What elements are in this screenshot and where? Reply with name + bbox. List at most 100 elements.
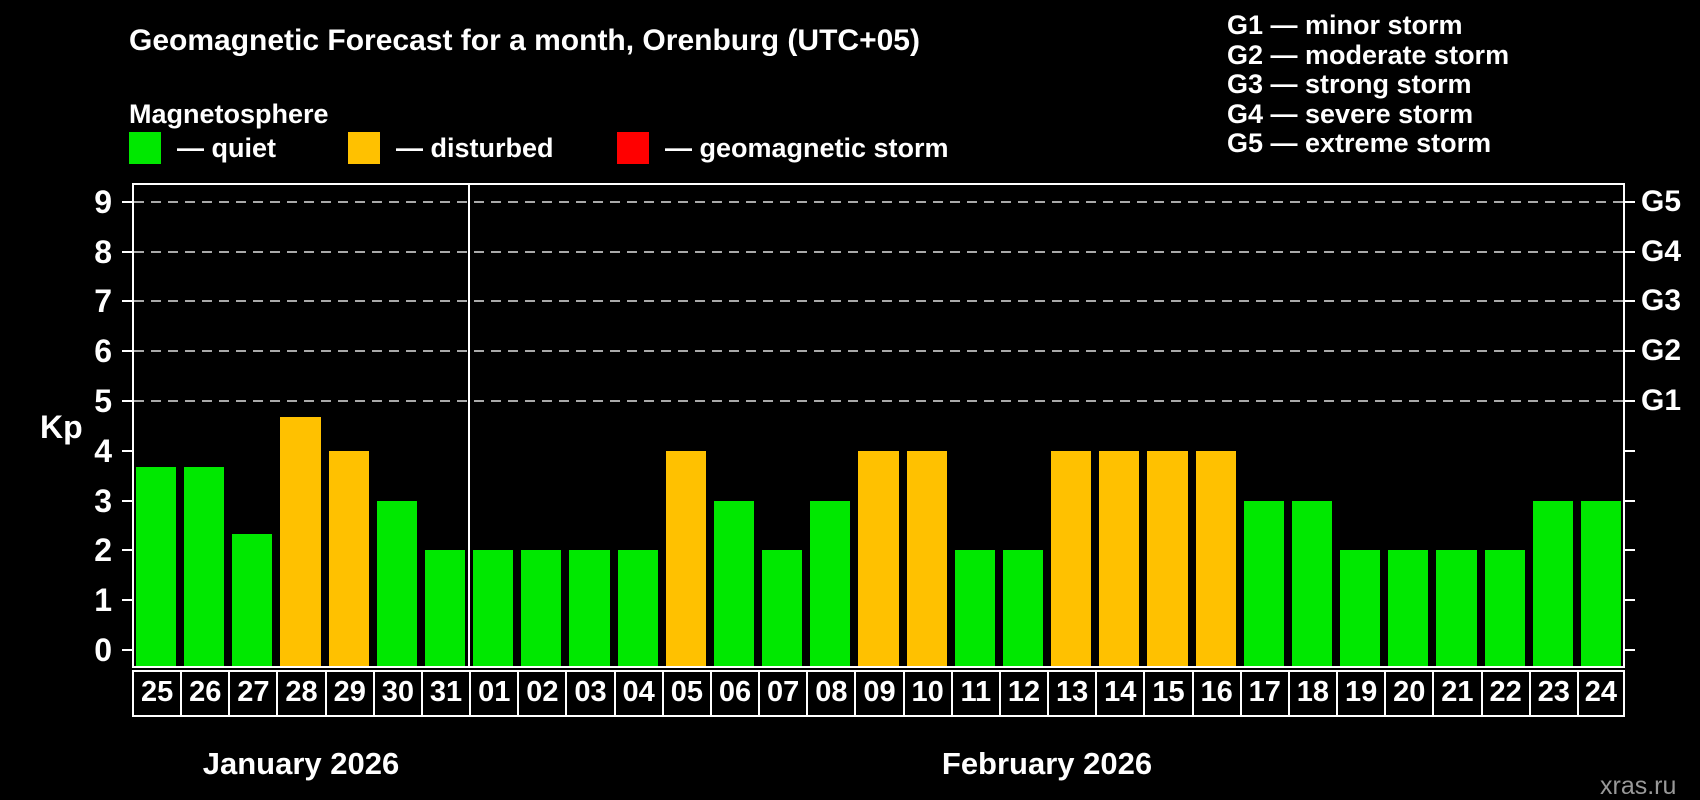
- bar-jan-27: [232, 533, 273, 666]
- y-axis-tick-label-0: 0: [94, 632, 112, 668]
- bar-jan-25: [136, 467, 177, 666]
- bar-jan-30: [376, 500, 417, 666]
- y-axis-tick-9: [122, 200, 132, 203]
- date-cell-feb-12: 12: [998, 670, 1050, 717]
- date-cell-feb-10: 10: [902, 670, 953, 717]
- gridline-kp8: [134, 250, 1623, 253]
- bar-feb-10: [906, 450, 947, 666]
- bar-feb-17: [1243, 500, 1284, 666]
- bar-jan-26: [184, 467, 225, 666]
- date-cell-feb-14: 14: [1095, 670, 1146, 717]
- bar-feb-18: [1291, 500, 1333, 666]
- chart-title: Geomagnetic Forecast for a month, Orenbu…: [129, 24, 920, 57]
- g1-legend-line: G1 — minor storm: [1227, 10, 1463, 40]
- gridline-kp9: [134, 200, 1623, 203]
- bar-feb-23: [1532, 500, 1573, 666]
- bar-feb-08: [810, 500, 851, 666]
- date-cell-jan-26: 26: [180, 670, 231, 717]
- g-level-label-G4: G4: [1641, 234, 1682, 268]
- legend-item-storm: — geomagnetic storm: [617, 131, 949, 165]
- date-cell-feb-04: 04: [613, 670, 664, 717]
- bar-feb-19: [1340, 550, 1381, 666]
- y-axis-tick-label-9: 9: [94, 183, 112, 220]
- date-cell-feb-02: 02: [517, 670, 568, 717]
- g-level-label-G3: G3: [1641, 284, 1682, 318]
- g5-legend-line: G5 — extreme storm: [1227, 128, 1492, 159]
- date-cell-jan-27: 27: [228, 670, 279, 717]
- date-cell-jan-25: 25: [132, 670, 183, 717]
- date-cell-feb-17: 17: [1239, 670, 1290, 717]
- y-axis-tick-label-6: 6: [94, 333, 112, 370]
- date-cell-feb-06: 06: [709, 670, 761, 717]
- date-cell-feb-08: 08: [806, 670, 857, 717]
- y-axis-tick-3: [122, 499, 132, 502]
- date-cell-feb-24: 24: [1576, 670, 1625, 717]
- legend-storm-label: — geomagnetic storm: [665, 132, 949, 163]
- date-cell-jan-30: 30: [372, 670, 423, 717]
- right-axis-tick-3: [1625, 499, 1635, 502]
- bar-feb-06: [713, 500, 755, 666]
- legend-item-disturbed: — disturbed: [348, 131, 554, 165]
- gridline-kp5: [134, 400, 1623, 402]
- y-axis-tick-label-4: 4: [94, 432, 112, 469]
- g-level-label-G1: G1: [1641, 384, 1682, 417]
- date-cell-feb-09: 09: [854, 670, 905, 717]
- g3-legend-line: G3 — strong storm: [1227, 69, 1472, 100]
- g4-legend-line: G4 — severe storm: [1227, 98, 1474, 129]
- y-axis-tick-label-3: 3: [94, 482, 112, 519]
- g-scale-legend: G1 — minor storm G2 — moderate storm G3 …: [1227, 10, 1510, 159]
- y-axis-tick-8: [122, 250, 132, 253]
- y-axis-label: Kp: [40, 409, 83, 445]
- bar-feb-13: [1051, 450, 1092, 666]
- date-cell-feb-18: 18: [1287, 670, 1339, 717]
- g-level-label-G5: G5: [1641, 184, 1682, 218]
- date-cell-jan-31: 31: [420, 670, 472, 717]
- date-cell-feb-15: 15: [1143, 670, 1194, 717]
- bar-feb-16: [1195, 450, 1236, 666]
- y-axis-tick-4: [122, 449, 132, 452]
- bar-feb-09: [858, 450, 899, 666]
- month-label-february: February 2026: [941, 746, 1153, 781]
- bar-feb-12: [1002, 550, 1044, 666]
- bar-feb-14: [1099, 450, 1140, 666]
- right-axis-tick-0: [1625, 649, 1635, 651]
- y-axis-tick-6: [122, 350, 132, 353]
- y-axis-tick-0: [122, 649, 132, 651]
- month-label-january: January 2026: [202, 746, 400, 781]
- quiet-color-swatch: [129, 132, 161, 164]
- date-cell-feb-19: 19: [1336, 670, 1387, 717]
- g-level-label-G2: G2: [1641, 334, 1682, 368]
- bar-feb-11: [954, 550, 995, 666]
- watermark: xras.ru: [1600, 772, 1677, 800]
- y-axis-tick-1: [122, 599, 132, 602]
- right-axis-tick-2: [1625, 549, 1635, 552]
- bar-feb-07: [762, 550, 803, 666]
- date-cell-feb-11: 11: [950, 670, 1001, 717]
- date-cell-jan-28: 28: [276, 670, 327, 717]
- date-cell-feb-20: 20: [1384, 670, 1435, 717]
- bar-jan-29: [328, 450, 369, 666]
- y-axis-tick-label-8: 8: [94, 233, 112, 270]
- gridline-kp7: [134, 300, 1623, 303]
- date-cell-feb-23: 23: [1528, 670, 1579, 717]
- bar-feb-01: [473, 550, 514, 666]
- bar-feb-24: [1580, 500, 1621, 666]
- date-cell-feb-07: 07: [758, 670, 809, 717]
- legend-item-quiet: — quiet: [129, 131, 276, 165]
- date-cell-jan-29: 29: [324, 670, 375, 717]
- y-axis-tick-7: [122, 300, 132, 303]
- y-axis-tick-2: [122, 549, 132, 552]
- bar-feb-15: [1147, 450, 1188, 666]
- bar-jan-28: [280, 417, 321, 666]
- date-cell-feb-16: 16: [1191, 670, 1242, 717]
- date-cell-feb-13: 13: [1047, 670, 1098, 717]
- y-axis-tick-label-2: 2: [94, 532, 112, 569]
- y-axis-tick-label-1: 1: [94, 582, 112, 619]
- legend-disturbed-label: — disturbed: [396, 132, 554, 163]
- g2-legend-line: G2 — moderate storm: [1227, 39, 1510, 70]
- bar-feb-04: [617, 550, 658, 666]
- right-axis-tick-5: [1625, 400, 1635, 402]
- right-axis-tick-7: [1625, 300, 1635, 303]
- y-axis-tick-5: [122, 400, 132, 402]
